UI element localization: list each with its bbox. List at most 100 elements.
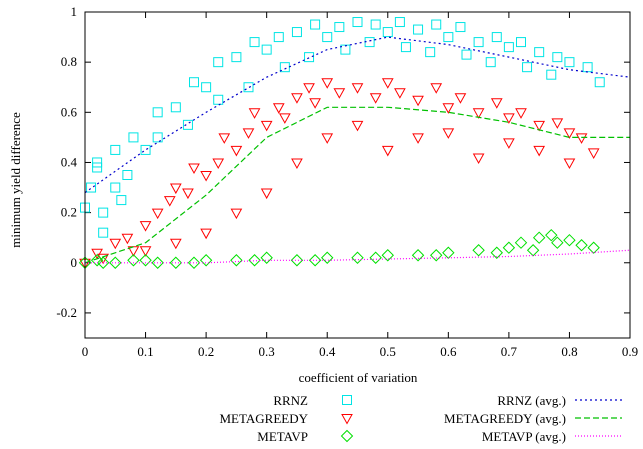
data-point: [473, 37, 484, 48]
data-point: [272, 103, 285, 114]
data-point: [551, 118, 564, 129]
y-tick-label: 1: [71, 4, 78, 19]
data-point: [472, 153, 485, 164]
data-point: [187, 256, 201, 269]
avg-line: [84, 106, 630, 264]
legend-label-metavp: METAVP: [257, 429, 308, 444]
data-point: [533, 120, 546, 132]
data-point: [442, 246, 455, 259]
data-point: [442, 103, 455, 114]
x-tick-label: 0.9: [622, 344, 638, 359]
data-point: [381, 78, 394, 89]
data-point: [351, 83, 364, 94]
data-point: [352, 17, 363, 28]
data-point: [351, 120, 364, 132]
data-point: [86, 182, 97, 193]
data-point: [413, 24, 424, 35]
data-point: [303, 83, 315, 94]
axes: 0 0.1 0.2 0.3 0.4 0.5 0.6 0.7 0.8 0.9 -0.2 0 0.2 0.4 0…: [56, 4, 638, 359]
data-point: [443, 32, 454, 43]
data-point: [491, 32, 502, 43]
data-point: [310, 19, 321, 30]
data-point: [291, 93, 303, 104]
data-point: [109, 256, 122, 269]
data-point: [170, 102, 181, 113]
data-point: [261, 44, 272, 55]
data-point: [370, 19, 381, 30]
data-point: [127, 254, 140, 267]
scatter-series-rrnz: [80, 17, 605, 238]
data-point: [139, 254, 152, 267]
data-point: [394, 17, 405, 28]
data-point: [454, 93, 467, 104]
data-point: [394, 88, 406, 99]
data-point: [230, 254, 243, 267]
y-tick-label: 0.8: [61, 54, 77, 69]
data-point: [242, 128, 255, 139]
data-point: [552, 52, 563, 63]
data-point: [201, 82, 212, 93]
legend-label-rrnz-avg: RRNZ (avg.): [497, 393, 566, 408]
data-point: [490, 98, 503, 109]
data-point: [248, 108, 261, 119]
data-point: [455, 22, 466, 33]
data-point: [546, 69, 557, 80]
x-axis-title: coefficient of variation: [299, 370, 418, 385]
data-point: [534, 47, 545, 58]
data-point: [291, 158, 303, 169]
data-point: [163, 196, 176, 207]
data-point: [333, 88, 346, 99]
data-point: [381, 249, 394, 262]
avg-line: [84, 36, 631, 194]
data-point: [92, 162, 103, 173]
data-point: [442, 128, 455, 139]
data-point: [109, 238, 122, 250]
data-point: [127, 246, 140, 257]
data-point: [213, 57, 224, 68]
data-point: [321, 251, 334, 264]
data-point: [304, 52, 315, 63]
data-point: [575, 239, 588, 252]
x-tick-label: 0.2: [198, 344, 214, 359]
data-point: [516, 37, 526, 48]
data-point: [563, 128, 576, 139]
data-point: [351, 251, 364, 264]
data-point: [461, 49, 472, 60]
y-tick-label: 0.6: [61, 104, 78, 119]
data-point: [169, 183, 182, 195]
data-point: [96, 256, 110, 269]
data-point: [182, 119, 193, 130]
data-point: [587, 148, 600, 159]
data-point: [425, 47, 436, 58]
plot-border: [84, 11, 631, 339]
data-point: [218, 133, 231, 144]
data-point: [98, 207, 109, 218]
data-point: [151, 208, 164, 220]
data-point: [260, 188, 273, 200]
data-point: [514, 236, 528, 249]
data-point: [382, 27, 393, 38]
legend-marker: [340, 429, 354, 443]
data-point: [582, 62, 593, 73]
data-point: [290, 254, 304, 267]
data-point: [140, 144, 151, 155]
data-point: [503, 138, 515, 149]
data-point: [189, 77, 199, 88]
data-point: [273, 32, 284, 43]
legend-label-metagreedy: METAGREEDY: [219, 411, 308, 426]
data-point: [575, 133, 588, 144]
data-point: [503, 42, 514, 53]
legend-label-rrnz: RRNZ: [273, 393, 308, 408]
data-point: [248, 254, 261, 267]
data-point: [278, 113, 291, 124]
y-tick-label: 0: [71, 255, 78, 270]
legend-marker: [341, 414, 353, 425]
data-point: [243, 82, 254, 93]
data-point: [522, 62, 533, 73]
data-point: [412, 133, 424, 144]
data-point: [485, 57, 496, 68]
x-tick-label: 0.5: [380, 344, 396, 359]
data-point: [400, 42, 411, 53]
data-point: [121, 233, 134, 245]
